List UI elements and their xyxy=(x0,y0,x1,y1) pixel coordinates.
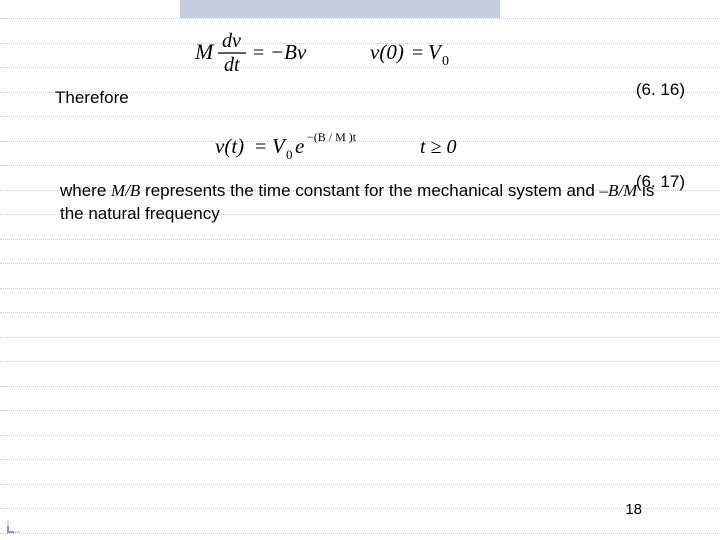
description-text: where M/B represents the time constant f… xyxy=(60,180,680,226)
svg-text:−(B / M )t: −(B / M )t xyxy=(307,130,357,144)
svg-text:0: 0 xyxy=(442,54,449,69)
therefore-label: Therefore xyxy=(55,88,129,108)
svg-text:V: V xyxy=(428,40,443,64)
equation-6-16-row: M dv dt = −Bv v(0) = V 0 (6. 16) xyxy=(0,26,720,80)
header-bar xyxy=(180,0,500,18)
svg-text:M: M xyxy=(194,39,215,64)
desc-part-2: represents the time constant for the mec… xyxy=(140,181,599,200)
equation-6-17: v(t) = V 0 e −(B / M )t t ≥ 0 xyxy=(210,123,550,167)
svg-text:dv: dv xyxy=(222,30,241,52)
svg-text:0: 0 xyxy=(286,147,293,162)
svg-text:−Bv: −Bv xyxy=(270,40,307,64)
svg-text:=: = xyxy=(255,136,266,158)
slide-background-lines xyxy=(0,0,720,540)
svg-text:t ≥ 0: t ≥ 0 xyxy=(420,136,457,158)
page-number: 18 xyxy=(625,501,642,518)
svg-text:v(t): v(t) xyxy=(215,134,244,158)
svg-text:=: = xyxy=(412,42,423,64)
desc-bm: –B/M xyxy=(600,181,638,200)
svg-text:=: = xyxy=(253,42,264,64)
desc-part-1: where xyxy=(60,181,111,200)
equation-number-6-16: (6. 16) xyxy=(636,80,685,100)
equation-6-16: M dv dt = −Bv v(0) = V 0 xyxy=(190,27,530,79)
equation-6-17-row: v(t) = V 0 e −(B / M )t t ≥ 0 (6. 17) xyxy=(0,118,720,172)
svg-text:v(0): v(0) xyxy=(370,40,404,64)
svg-text:e: e xyxy=(295,134,304,158)
desc-mb: M/B xyxy=(111,181,140,200)
svg-text:V: V xyxy=(272,134,287,158)
svg-text:dt: dt xyxy=(224,54,240,76)
corner-notch-icon xyxy=(6,516,24,534)
